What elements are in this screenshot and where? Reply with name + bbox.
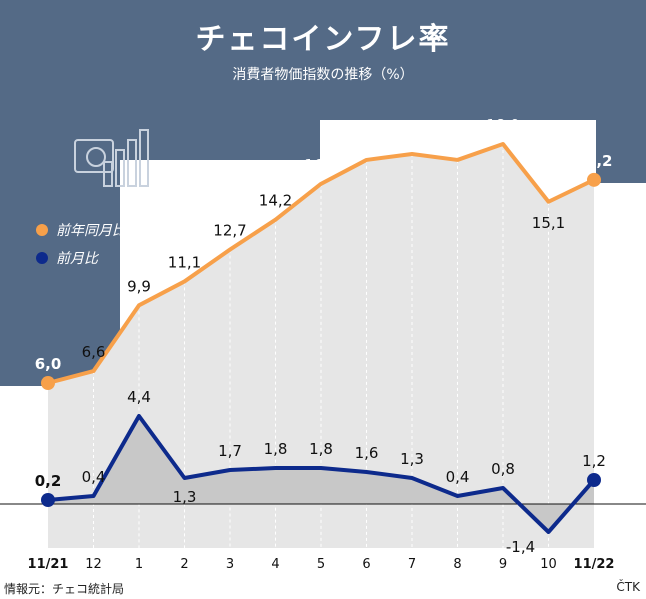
x-tick-label: 11/21 bbox=[28, 557, 69, 572]
x-tick-label: 11/22 bbox=[574, 557, 615, 572]
mom-data-label: 1,6 bbox=[355, 444, 379, 462]
x-tick-label: 12 bbox=[85, 557, 102, 572]
x-tick-label: 5 bbox=[317, 557, 325, 572]
yoy-data-label: 15,1 bbox=[532, 214, 565, 232]
mom-area bbox=[48, 416, 594, 532]
mom-data-label: 1,7 bbox=[218, 442, 242, 460]
icon-bar-2 bbox=[115, 149, 125, 187]
yoy-point bbox=[41, 376, 55, 390]
x-tick-label: 3 bbox=[226, 557, 234, 572]
legend-dot-yoy bbox=[36, 224, 48, 236]
legend-label-yoy: 前年同月比 bbox=[56, 223, 126, 239]
yoy-point bbox=[587, 172, 601, 187]
mom-data-label: 1,3 bbox=[173, 488, 197, 506]
source-note: 情報元：チェコ統計局 bbox=[4, 582, 125, 596]
yoy-data-label: 11,1 bbox=[168, 253, 201, 271]
yoy-data-label: 16,0 bbox=[304, 156, 337, 174]
chart-subtitle: 消費者物価指数の推移（%） bbox=[232, 67, 414, 83]
mom-point bbox=[587, 473, 601, 487]
legend-dot-mom bbox=[36, 252, 48, 264]
x-tick-label: 4 bbox=[271, 557, 279, 572]
x-tick-label: 2 bbox=[180, 557, 188, 572]
mom-data-label: -1,4 bbox=[506, 538, 535, 556]
yoy-data-label: 17,5 bbox=[395, 126, 428, 144]
mom-data-label: 4,4 bbox=[127, 388, 151, 406]
legend-item-mom: 前月比 bbox=[36, 248, 98, 268]
legend-label-mom: 前月比 bbox=[56, 251, 98, 267]
x-tick-label: 9 bbox=[499, 557, 507, 572]
header-background bbox=[0, 0, 646, 386]
yoy-data-label: 18,0 bbox=[486, 116, 519, 134]
yoy-data-label: 9,9 bbox=[127, 277, 151, 295]
mom-point bbox=[41, 493, 55, 507]
mom-data-label: 0,8 bbox=[491, 460, 515, 478]
yoy-data-label: 6,6 bbox=[82, 343, 106, 361]
mom-data-label: 0,4 bbox=[446, 468, 470, 486]
yoy-data-label: 17,2 bbox=[441, 132, 474, 150]
legend-item-yoy: 前年同月比 bbox=[36, 220, 126, 240]
x-tick-label: 7 bbox=[408, 557, 416, 572]
x-tick-label: 8 bbox=[453, 557, 461, 572]
icon-bar-4 bbox=[139, 129, 149, 187]
mom-data-label: 0,2 bbox=[35, 472, 62, 490]
yoy-data-label: 12,7 bbox=[213, 222, 246, 240]
yoy-data-label: 6,0 bbox=[35, 355, 62, 373]
mom-data-label: 1,8 bbox=[264, 440, 288, 458]
mom-data-label: 1,8 bbox=[309, 440, 333, 458]
agency-credit: ČTK bbox=[616, 580, 640, 594]
x-tick-label: 10 bbox=[540, 557, 557, 572]
yoy-line bbox=[47, 142, 595, 385]
mom-line bbox=[47, 414, 596, 534]
money-chart-icon bbox=[74, 129, 149, 187]
mom-data-label: 0,4 bbox=[82, 468, 106, 486]
mom-data-label: 1,3 bbox=[400, 450, 424, 468]
icon-bar-1 bbox=[103, 161, 113, 187]
yoy-data-label: 16,2 bbox=[575, 152, 612, 170]
yoy-data-label: 14,2 bbox=[259, 192, 292, 210]
icon-banknote bbox=[74, 139, 114, 173]
icon-coin bbox=[86, 147, 106, 167]
chart-title: チェコインフレ率 bbox=[195, 22, 451, 57]
x-tick-label: 6 bbox=[362, 557, 370, 572]
icon-bar-3 bbox=[127, 139, 137, 187]
yoy-data-label: 17,2 bbox=[350, 132, 383, 150]
x-tick-label: 1 bbox=[135, 557, 143, 572]
mom-data-label: 1,2 bbox=[582, 452, 606, 470]
